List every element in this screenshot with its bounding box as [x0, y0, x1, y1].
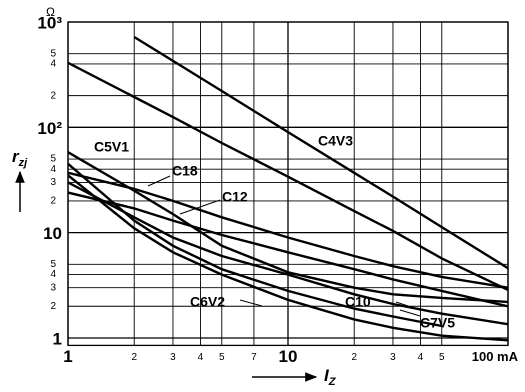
series-label: C5V1 — [94, 139, 129, 155]
series-label: C12 — [222, 189, 248, 205]
series-line — [68, 151, 508, 304]
x-tick-label: 5 — [439, 352, 445, 363]
x-axis-label-main: I — [324, 366, 330, 385]
series-label: C10 — [345, 294, 371, 310]
x-tick-label: 100 mA — [472, 349, 519, 364]
x-tick-label: 5 — [219, 352, 225, 363]
y-tick-label: 4 — [50, 164, 56, 175]
label-leader — [399, 309, 421, 317]
x-tick-label: 4 — [418, 352, 424, 363]
x-axis-label: IZ — [324, 366, 337, 387]
y-tick-label: 10² — [37, 119, 62, 138]
y-tick-label: 10 — [43, 224, 62, 243]
series-line — [68, 171, 508, 289]
series-label: C7V5 — [420, 315, 455, 331]
y-axis-label-main: r — [12, 147, 20, 166]
x-tick-label: 1 — [63, 347, 72, 366]
x-tick-label: 2 — [131, 352, 137, 363]
y-tick-label: 10³ — [37, 13, 62, 32]
y-tick-label: 4 — [50, 269, 56, 280]
x-tick-label: 3 — [170, 352, 176, 363]
y-tick-label: 3 — [50, 177, 56, 188]
y-tick-label: 2 — [50, 196, 56, 207]
x-tick-label: 7 — [251, 352, 257, 363]
y-tick-label: 5 — [50, 259, 56, 270]
series-line — [68, 181, 508, 326]
x-tick-label: 3 — [390, 352, 396, 363]
y-tick-label: 2 — [50, 90, 56, 101]
x-tick-label: 4 — [198, 352, 204, 363]
series-label: C18 — [172, 163, 198, 179]
series-line — [68, 191, 508, 308]
x-tick-label: 2 — [351, 352, 357, 363]
label-leader — [395, 301, 415, 309]
y-tick-label: 1 — [53, 329, 62, 348]
y-axis-label-sub: zj — [18, 157, 29, 169]
x-tick-label: 10 — [279, 347, 298, 366]
series-line — [68, 61, 508, 291]
label-leader — [179, 199, 221, 215]
series-line — [68, 162, 443, 328]
series-line — [133, 35, 508, 270]
series-label: C4V3 — [318, 133, 353, 149]
y-tick-label: 5 — [50, 48, 56, 59]
y-tick-label: 2 — [50, 301, 56, 312]
y-axis-label: rzj — [12, 147, 28, 168]
y-tick-label: 4 — [50, 59, 56, 70]
x-axis-label-sub: Z — [328, 376, 337, 388]
series-label: C6V2 — [190, 294, 225, 310]
label-leader — [147, 175, 171, 187]
y-unit: Ω — [46, 5, 55, 19]
y-tick-label: 3 — [50, 282, 56, 293]
label-leader — [239, 299, 263, 307]
y-tick-label: 5 — [50, 154, 56, 165]
series-line — [68, 174, 508, 342]
